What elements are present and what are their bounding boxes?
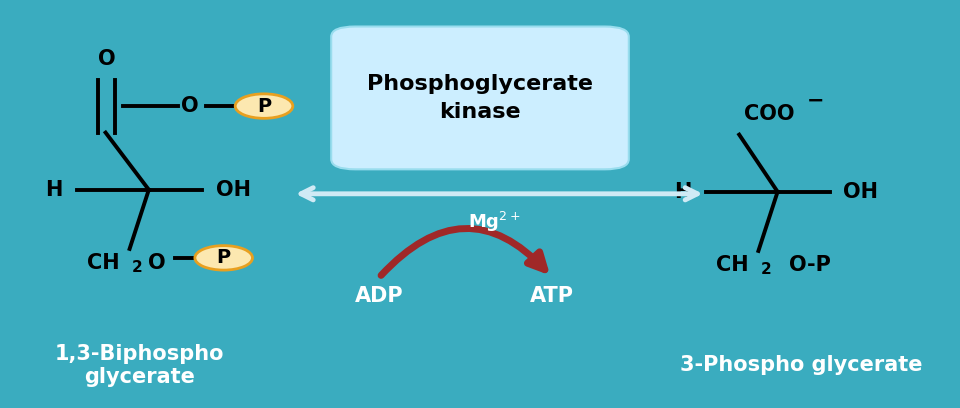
- Text: O: O: [181, 96, 199, 116]
- Text: 2: 2: [132, 260, 143, 275]
- Text: OH: OH: [843, 182, 877, 202]
- Text: CH: CH: [716, 255, 749, 275]
- Text: H: H: [674, 182, 691, 202]
- Text: O-P: O-P: [789, 255, 831, 275]
- Text: ATP: ATP: [530, 286, 574, 306]
- Text: H: H: [45, 180, 62, 200]
- Text: 3-Phospho glycerate: 3-Phospho glycerate: [681, 355, 923, 375]
- Text: −: −: [807, 90, 825, 110]
- FancyBboxPatch shape: [331, 27, 629, 169]
- Text: O: O: [98, 49, 115, 69]
- Circle shape: [235, 94, 293, 118]
- Text: Mg$^{2+}$: Mg$^{2+}$: [468, 210, 520, 235]
- Text: COO: COO: [744, 104, 795, 124]
- Text: 2: 2: [760, 262, 772, 277]
- Circle shape: [195, 246, 252, 270]
- Text: Phosphoglycerate
kinase: Phosphoglycerate kinase: [367, 74, 593, 122]
- Text: P: P: [217, 248, 230, 267]
- Text: 1,3-Biphospho
glycerate: 1,3-Biphospho glycerate: [55, 344, 224, 387]
- Text: ADP: ADP: [355, 286, 403, 306]
- Text: CH: CH: [87, 253, 120, 273]
- Text: P: P: [257, 97, 271, 115]
- Text: O: O: [148, 253, 165, 273]
- FancyArrowPatch shape: [381, 228, 545, 275]
- Text: OH: OH: [216, 180, 251, 200]
